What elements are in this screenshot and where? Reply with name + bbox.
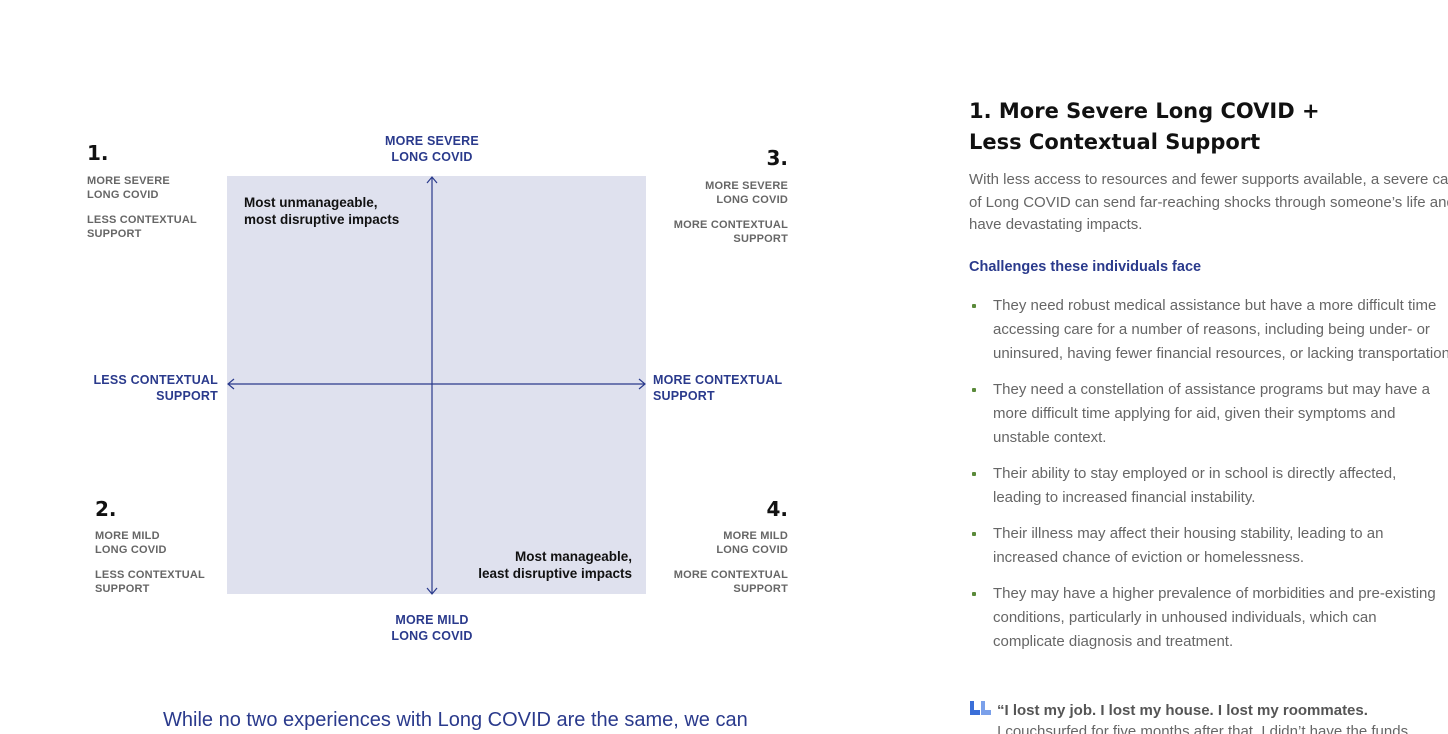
arrow-left-icon: [227, 378, 235, 390]
challenges-heading: Challenges these individuals face: [969, 258, 1202, 275]
section-title: 1. More Severe Long COVID + Less Context…: [969, 99, 1320, 154]
arrow-up-icon: [426, 176, 438, 184]
challenges-list: They need robust medical assistance but …: [969, 294, 1448, 654]
axis-label-right: MORE CONTEXTUAL SUPPORT: [653, 373, 783, 403]
list-item: They need a constellation of assistance …: [969, 378, 1448, 450]
quote-mark-icon: [970, 701, 991, 715]
quadrant-box: [227, 176, 646, 594]
axis-label-bottom: MORE MILD LONG COVID: [391, 613, 473, 643]
axis-label-left: LESS CONTEXTUAL SUPPORT: [93, 373, 218, 403]
quote-text: “I lost my job. I lost my house. I lost …: [997, 702, 1409, 734]
quadrant-number: 2.: [95, 497, 117, 521]
quadrant-3-label: 3. MORE SEVERE LONG COVID MORE CONTEXTUA…: [650, 147, 788, 257]
quadrant-number: 4.: [766, 497, 788, 521]
list-item: Their illness may affect their housing s…: [969, 522, 1448, 570]
arrow-right-icon: [638, 378, 646, 390]
quadrant-4-label: 4. MORE MILD LONG COVID MORE CONTEXTUAL …: [650, 498, 788, 607]
list-item: Their ability to stay employed or in sch…: [969, 462, 1448, 510]
section-description: With less access to resources and fewer …: [969, 171, 1448, 233]
quadrant-1-label: 1. MORE SEVERE LONG COVID LESS CONTEXTUA…: [87, 142, 222, 252]
list-item: They need robust medical assistance but …: [969, 294, 1448, 366]
axes: [227, 176, 646, 595]
quadrant-number: 3.: [766, 146, 788, 170]
axis-label-top: MORE SEVERE LONG COVID: [385, 134, 479, 164]
impact-note-top: Most unmanageable, most disruptive impac…: [244, 195, 400, 227]
quote-block: “I lost my job. I lost my house. I lost …: [969, 700, 1448, 734]
right-column: 1. More Severe Long COVID + Less Context…: [969, 96, 1448, 666]
list-item: They may have a higher prevalence of mor…: [969, 582, 1448, 654]
intro-text: While no two experiences with Long COVID…: [163, 709, 748, 731]
arrow-down-icon: [426, 587, 438, 595]
impact-note-bottom: Most manageable, least disruptive impact…: [478, 549, 632, 581]
quadrant-number: 1.: [87, 141, 109, 165]
quadrant-2-label: 2. MORE MILD LONG COVID LESS CONTEXTUAL …: [95, 498, 225, 607]
